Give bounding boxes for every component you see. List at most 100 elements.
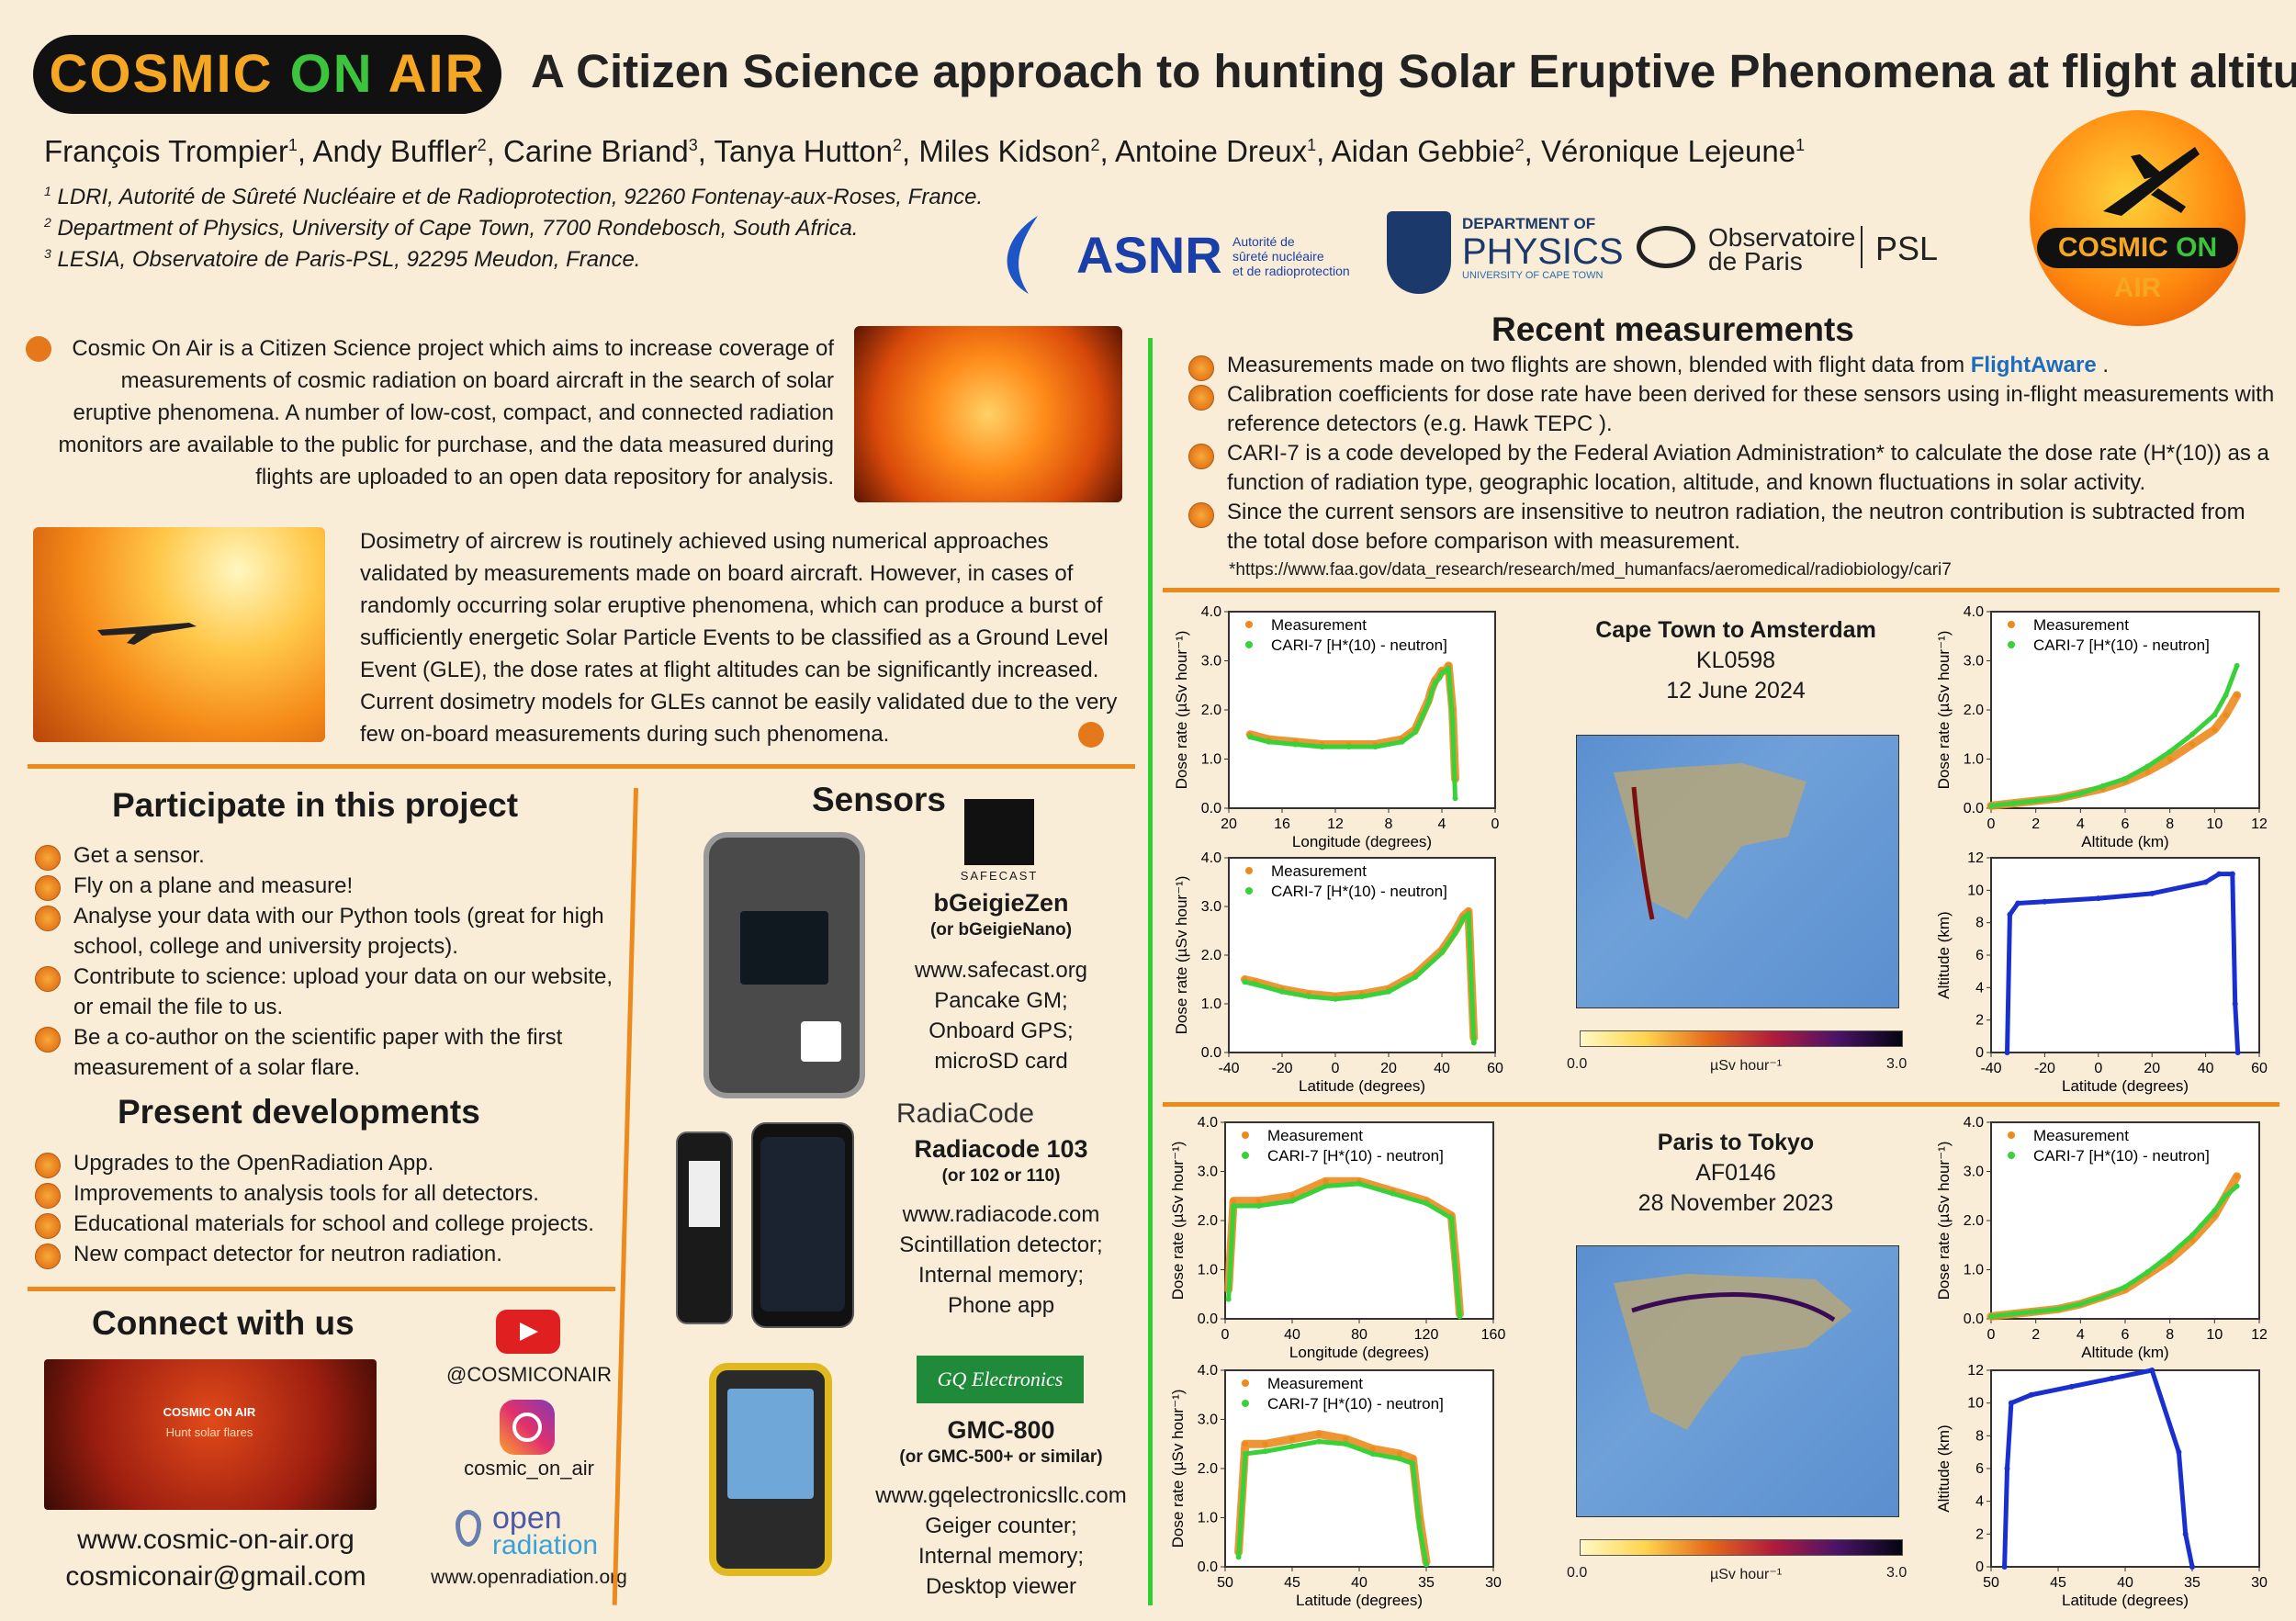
data-point: [1289, 1198, 1295, 1204]
y-tick-label: 2.0: [1964, 703, 1984, 718]
data-point: [1466, 910, 1471, 917]
author-name: Miles Kidson2: [918, 134, 1100, 168]
author-name: Tanya Hutton2: [714, 134, 903, 168]
y-tick-label: 6: [1975, 1461, 1984, 1477]
openradiation-pin-icon: [456, 1510, 481, 1547]
list-item: Contribute to science: upload your data …: [31, 962, 619, 1022]
author-name: Aidan Gebbie2: [1331, 134, 1525, 168]
x-tick-label: 0: [1987, 816, 1996, 832]
x-tick-label: 80: [1351, 1327, 1367, 1343]
author-name: Antoine Dreux1: [1114, 134, 1317, 168]
data-point: [1231, 1202, 1237, 1209]
f1-altlat-plot-area: [1990, 857, 2260, 1053]
data-point: [2234, 1050, 2241, 1055]
x-tick-label: 8: [2166, 1327, 2174, 1343]
y-tick-label: 1.0: [1198, 1511, 1218, 1526]
data-point: [1369, 1446, 1376, 1452]
x-tick-label: 16: [1274, 816, 1290, 832]
poster-title: A Citizen Science approach to hunting So…: [531, 45, 2296, 97]
x-tick-label: 20: [1221, 816, 1237, 832]
legend-label: CARI-7 [H*(10) - neutron]: [1271, 883, 1447, 900]
gq-electronics-logo: GQ Electronics: [917, 1356, 1084, 1403]
data-point: [2010, 800, 2017, 806]
x-tick-label: 40: [1351, 1575, 1367, 1591]
y-tick-label: 4.0: [1198, 1363, 1218, 1379]
y-tick-label: 0.0: [1964, 1311, 1984, 1327]
radiacode-phone-image: [751, 1122, 854, 1328]
data-point: [1292, 741, 1299, 748]
cari7-footnote: *https://www.faa.gov/data_research/resea…: [1229, 560, 1952, 580]
y-axis-label: Altitude (km): [1935, 1424, 1953, 1512]
data-point: [1386, 988, 1391, 995]
observatoire-logo-text: Observatoire de Paris: [1708, 223, 1856, 276]
affiliation-3: 3 LESIA, Observatoire de Paris-PSL, 9229…: [44, 246, 641, 272]
data-point: [1322, 1178, 1329, 1185]
data-point: [2189, 1564, 2195, 1570]
flight-1-colorbar: [1580, 1030, 1903, 1047]
instagram-icon[interactable]: [500, 1400, 555, 1455]
legend-label: Measurement: [1271, 862, 1367, 880]
data-point: [2212, 726, 2218, 733]
flight-1-route-svg: [1614, 763, 1806, 920]
instagram-handle[interactable]: cosmic_on_air: [464, 1457, 594, 1480]
x-axis-label: Latitude (degrees): [1299, 1077, 1425, 1095]
data-point: [1253, 981, 1258, 987]
x-tick-label: 30: [1485, 1575, 1502, 1591]
y-tick-label: 2: [1975, 1013, 1984, 1029]
data-point: [1419, 715, 1425, 721]
data-point: [2223, 712, 2229, 718]
data-point: [1452, 795, 1458, 802]
x-tick-label: 4: [2077, 1327, 2085, 1343]
airplane-icon: [2103, 147, 2200, 216]
youtube-icon[interactable]: [496, 1310, 560, 1354]
x-tick-label: 0: [2094, 1061, 2102, 1076]
data-point: [2015, 900, 2021, 906]
y-axis-label: Altitude (km): [1935, 911, 1953, 998]
legend-marker: [1245, 621, 1253, 628]
data-point: [1396, 1450, 1402, 1457]
data-point: [1460, 916, 1467, 922]
y-tick-label: 3.0: [1201, 899, 1221, 915]
x-tick-label: 6: [2122, 1327, 2130, 1343]
banner-brand: COSMIC ON AIR: [163, 1405, 256, 1419]
f2-lon-plot-area: [1224, 1121, 1494, 1320]
uct-crest-icon: [1387, 211, 1451, 294]
x-tick-label: 35: [2184, 1575, 2200, 1591]
y-tick-label: 4.0: [1964, 604, 1984, 620]
f2-lat-plot-area: [1224, 1369, 1494, 1568]
website-banner-image[interactable]: COSMIC ON AIR Hunt solar flares: [44, 1359, 377, 1510]
x-tick-label: -40: [1980, 1061, 2001, 1076]
gmc800-device-image: [709, 1363, 832, 1576]
data-point: [1412, 729, 1418, 736]
colorbar-min: 0.0: [1567, 1565, 1588, 1581]
legend-label: CARI-7 [H*(10) - neutron]: [2033, 1147, 2210, 1165]
x-tick-label: 4: [1438, 816, 1446, 832]
openradiation-url[interactable]: www.openradiation.org: [431, 1567, 627, 1588]
flight-1-info: Cape Town to Amsterdam KL0598 12 June 2024: [1595, 617, 1876, 704]
data-point: [1446, 665, 1452, 671]
data-point: [2001, 1564, 2008, 1570]
list-item: Be a co-author on the scientific paper w…: [31, 1022, 619, 1083]
data-point: [1416, 1525, 1423, 1531]
list-item: Since the current sensors are insensitiv…: [1185, 498, 2278, 557]
youtube-handle[interactable]: @COSMICONAIR: [445, 1363, 612, 1386]
data-point: [1988, 803, 1994, 809]
data-point: [2234, 692, 2240, 698]
data-point: [1356, 1180, 1362, 1187]
y-tick-label: 2.0: [1964, 1213, 1984, 1229]
email-link[interactable]: cosmiconair@gmail.com: [65, 1561, 366, 1592]
data-point: [2234, 1173, 2240, 1179]
data-point: [1247, 734, 1254, 740]
data-point: [2229, 871, 2235, 877]
website-link[interactable]: www.cosmic-on-air.org: [77, 1525, 355, 1555]
data-point: [1279, 988, 1285, 995]
x-axis-label: Latitude (degrees): [2062, 1077, 2189, 1095]
data-point: [2077, 1300, 2084, 1307]
data-point: [1448, 1215, 1455, 1221]
y-tick-label: 12: [1967, 850, 1984, 866]
y-tick-label: 0.0: [1964, 801, 1984, 816]
data-point: [1306, 994, 1311, 1000]
recent-heading: Recent measurements: [1491, 310, 1854, 348]
asnr-logo-text: ASNR: [1076, 226, 1222, 284]
